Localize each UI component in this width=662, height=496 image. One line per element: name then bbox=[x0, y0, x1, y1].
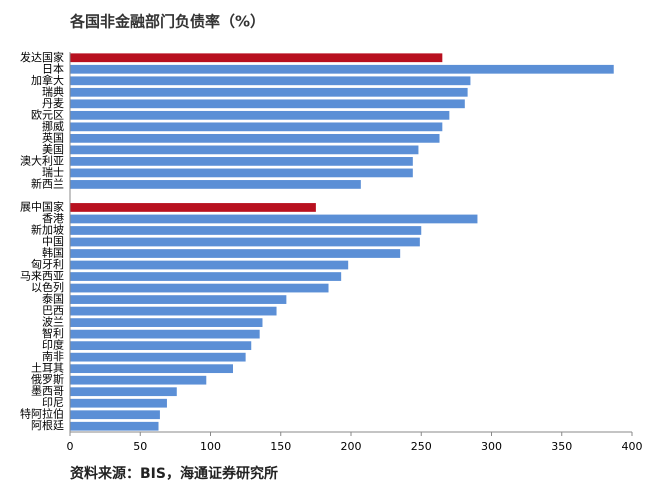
bar bbox=[70, 375, 207, 385]
bar bbox=[70, 329, 260, 339]
y-tick-label: 瑞典 bbox=[42, 84, 64, 98]
bar bbox=[70, 272, 342, 281]
y-tick-label: 马来西亚 bbox=[20, 270, 64, 283]
bar bbox=[70, 237, 420, 247]
bar bbox=[70, 226, 422, 235]
bar bbox=[70, 249, 401, 258]
y-tick-label: 印度 bbox=[42, 338, 64, 352]
y-tick-label: 挪威 bbox=[42, 119, 64, 133]
bar bbox=[70, 387, 177, 397]
bar bbox=[70, 64, 614, 74]
y-tick-label: 智利 bbox=[42, 326, 64, 340]
y-tick-label: 以色列 bbox=[31, 280, 64, 294]
y-tick-label: 欧元区 bbox=[31, 108, 64, 121]
y-tick-label: 中国 bbox=[42, 235, 64, 248]
bar bbox=[70, 295, 287, 304]
y-tick-label: 匈牙利 bbox=[31, 257, 64, 271]
bar bbox=[70, 76, 471, 86]
y-tick-label: 俄罗斯 bbox=[31, 373, 64, 386]
bar bbox=[70, 398, 167, 408]
y-tick-label: 泰国 bbox=[42, 292, 64, 306]
bar bbox=[70, 364, 233, 374]
y-tick-label: 英国 bbox=[42, 130, 64, 144]
bar bbox=[70, 352, 246, 362]
y-tick-label: 土耳其 bbox=[31, 362, 64, 375]
bar bbox=[70, 203, 316, 212]
bar bbox=[70, 410, 160, 420]
x-tick-label: 150 bbox=[270, 440, 291, 453]
bar bbox=[70, 99, 465, 109]
bar bbox=[70, 180, 361, 189]
x-tick-label: 300 bbox=[481, 440, 502, 453]
bar bbox=[70, 306, 277, 316]
x-tick-label: 200 bbox=[341, 440, 362, 453]
y-tick-label: 新加坡 bbox=[31, 222, 64, 236]
y-tick-label: 墨西哥 bbox=[31, 385, 64, 398]
y-tick-label: 美国 bbox=[42, 143, 64, 156]
bar bbox=[70, 260, 349, 270]
y-tick-label: 韩国 bbox=[42, 246, 64, 260]
y-tick-label: 阿根廷 bbox=[31, 418, 64, 432]
x-tick-label: 250 bbox=[411, 440, 432, 453]
y-tick-label: 特阿拉伯 bbox=[20, 407, 64, 421]
chart-title: 各国非金融部门负债率（%） bbox=[69, 13, 265, 31]
bar bbox=[70, 53, 443, 63]
y-tick-label: 波兰 bbox=[42, 316, 64, 329]
y-tick-label: 巴西 bbox=[42, 304, 64, 317]
y-tick-label: 香港 bbox=[42, 212, 64, 225]
y-tick-label: 印尼 bbox=[42, 396, 64, 409]
x-tick-label: 400 bbox=[622, 440, 643, 453]
bar bbox=[70, 421, 159, 431]
y-tick-label: 新西兰 bbox=[31, 176, 64, 190]
y-tick-label: 展中国家 bbox=[20, 199, 64, 213]
y-tick-label: 瑞士 bbox=[42, 165, 64, 179]
x-tick-label: 350 bbox=[551, 440, 572, 453]
y-tick-label: 丹麦 bbox=[42, 97, 64, 110]
y-tick-label: 发达国家 bbox=[20, 50, 64, 64]
x-tick-label: 50 bbox=[133, 440, 147, 453]
x-tick-label: 100 bbox=[200, 440, 221, 453]
bar bbox=[70, 168, 413, 178]
bar bbox=[70, 133, 440, 143]
bar bbox=[70, 87, 468, 97]
bar bbox=[70, 341, 252, 351]
y-tick-label: 南非 bbox=[42, 350, 64, 363]
bar bbox=[70, 318, 263, 327]
bar bbox=[70, 283, 329, 293]
y-tick-label: 澳大利亚 bbox=[20, 153, 64, 167]
bar bbox=[70, 157, 413, 166]
bar bbox=[70, 122, 443, 132]
x-tick-label: 0 bbox=[67, 440, 74, 453]
bar bbox=[70, 145, 419, 155]
bar bbox=[70, 214, 478, 224]
source-note: 资料来源：BIS，海通证券研究所 bbox=[70, 465, 278, 482]
y-tick-label: 日本 bbox=[42, 61, 64, 75]
bar bbox=[70, 110, 450, 120]
y-tick-label: 加拿大 bbox=[31, 73, 64, 87]
